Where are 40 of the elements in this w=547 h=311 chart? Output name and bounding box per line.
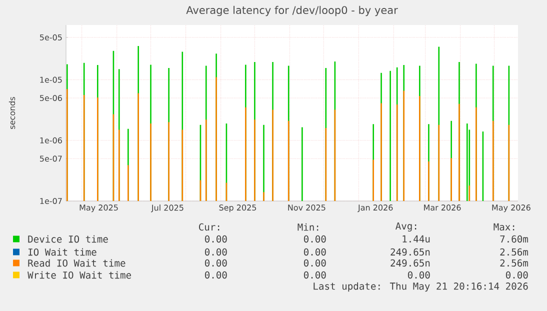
text: Min: <box>298 223 318 231</box>
text: 0.00 <box>304 271 326 279</box>
chart-title: Average latency for /dev/loop0 - by year <box>186 6 398 16</box>
legend-label: Write IO Wait time <box>28 271 131 279</box>
text: 0.00 <box>304 259 326 267</box>
y-tick-label: 5e-05 <box>40 34 62 40</box>
legend-label: IO Wait time <box>28 248 96 256</box>
text: Cur: <box>199 223 220 231</box>
x-tick-label: Sep 2025 <box>219 204 256 212</box>
text: 0.00 <box>204 259 227 267</box>
text: Avg: <box>396 222 416 232</box>
text: 0.00 <box>204 248 227 256</box>
text: 249.65n <box>390 259 430 267</box>
x-tick-label: May 2025 <box>80 204 118 212</box>
y-axis-title: seconds <box>8 97 16 129</box>
text: 0.00 <box>304 248 326 256</box>
y-tick-label: 5e-06 <box>40 94 62 102</box>
text: 2.56m <box>500 248 528 256</box>
y-tick-label: 1e-06 <box>40 137 62 144</box>
text: 249.65n <box>390 248 430 256</box>
text: 1.44u <box>402 235 430 243</box>
text: 0.00 <box>408 271 430 279</box>
legend-label: Read IO Wait time <box>28 259 126 267</box>
y-tick-label: 1e-05 <box>40 76 62 83</box>
text: 0.00 <box>506 271 528 279</box>
legend-label: Device IO time <box>28 235 108 243</box>
text: 2.56m <box>500 259 528 267</box>
y-tick-label: 1e-07 <box>40 198 62 204</box>
text: Max: <box>494 223 514 231</box>
text: Last update: Thu May 21 20:16:14 2026 <box>314 282 528 292</box>
x-tick-label: Jan 2026 <box>358 204 393 212</box>
y-tick-label: 5e-07 <box>40 156 62 162</box>
x-tick-label: May 2026 <box>492 204 530 212</box>
x-tick-label: Jul 2025 <box>151 204 184 212</box>
text: 0.00 <box>204 235 227 243</box>
x-tick-label: Mar 2026 <box>424 204 461 211</box>
text: 0.00 <box>204 271 227 279</box>
text: 0.00 <box>304 235 326 243</box>
text: 7.60m <box>500 235 528 243</box>
x-tick-label: Nov 2025 <box>288 204 326 211</box>
